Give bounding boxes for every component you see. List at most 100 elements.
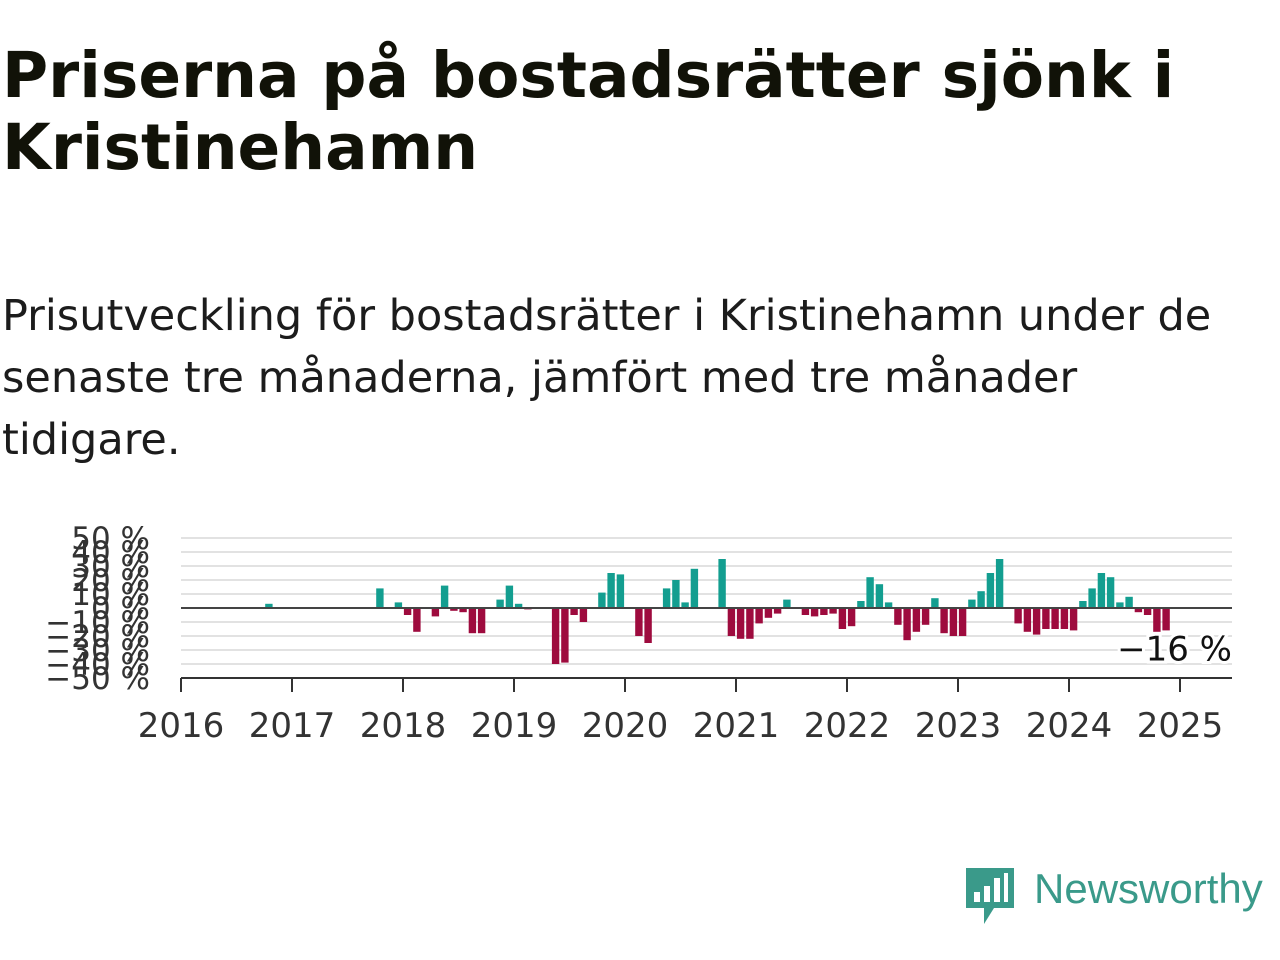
bar xyxy=(986,573,995,608)
bar xyxy=(505,585,514,608)
newsworthy-logo-icon xyxy=(966,868,1014,924)
bar xyxy=(866,577,874,608)
bar xyxy=(1032,608,1041,635)
x-tick-label: 2025 xyxy=(1137,706,1224,740)
bar xyxy=(746,608,754,639)
bar xyxy=(265,603,273,608)
brand-name: Newsworthy xyxy=(1034,865,1263,912)
bar xyxy=(820,608,828,615)
bar xyxy=(450,608,458,611)
last-value-label: −16 % xyxy=(1117,629,1232,669)
bar xyxy=(672,580,680,608)
bar xyxy=(403,608,412,615)
bar xyxy=(801,608,810,615)
x-tick-label: 2019 xyxy=(471,706,558,740)
y-tick-label: −50 % xyxy=(45,661,150,697)
bar xyxy=(598,592,606,608)
bar xyxy=(968,599,976,608)
bar xyxy=(1051,608,1059,629)
y-tick-label: 10 % xyxy=(71,577,150,613)
bar xyxy=(995,559,1004,608)
bar xyxy=(690,568,699,608)
bar xyxy=(468,608,477,634)
bar xyxy=(662,588,671,608)
bar xyxy=(931,598,939,608)
bar xyxy=(561,608,569,663)
bar xyxy=(514,603,523,608)
bar xyxy=(921,608,930,625)
bar xyxy=(579,608,588,622)
y-tick-label: 50 % xyxy=(71,521,150,557)
bar xyxy=(783,599,791,608)
bar xyxy=(459,608,467,613)
bar xyxy=(736,608,745,639)
bar xyxy=(431,608,440,617)
bar xyxy=(773,608,782,614)
bar xyxy=(1143,608,1152,615)
y-tick-label: 30 % xyxy=(71,549,150,585)
bar xyxy=(1023,608,1032,632)
x-tick-label: 2020 xyxy=(582,706,669,740)
bar xyxy=(1153,608,1161,632)
bar xyxy=(764,608,773,618)
y-tick-label: −20 % xyxy=(45,619,150,655)
bar xyxy=(894,608,902,625)
bar xyxy=(718,559,726,608)
bar xyxy=(912,608,921,632)
x-tick-label: 2016 xyxy=(138,706,225,740)
bar xyxy=(1125,596,1133,608)
y-tick-label: −30 % xyxy=(45,633,150,669)
bar xyxy=(1097,573,1106,608)
bar xyxy=(1014,608,1022,624)
bar xyxy=(1116,602,1124,608)
chart-bars xyxy=(265,559,1170,664)
bar xyxy=(496,599,504,608)
bar xyxy=(977,591,985,608)
bar xyxy=(570,608,578,615)
bar xyxy=(755,608,763,624)
bar xyxy=(413,608,421,632)
x-tick-label: 2017 xyxy=(249,706,336,740)
bar xyxy=(635,608,643,636)
chart-axes xyxy=(180,607,1232,692)
bar xyxy=(1106,577,1115,608)
bar xyxy=(949,608,958,636)
bar xyxy=(644,608,652,643)
x-tick-label: 2024 xyxy=(1026,706,1113,740)
brand-logo: Newsworthy xyxy=(964,866,1263,926)
x-tick-label: 2023 xyxy=(915,706,1002,740)
bar xyxy=(1134,608,1143,613)
bar xyxy=(727,608,736,636)
y-tick-label: 20 % xyxy=(71,563,150,599)
y-tick-label: 0 % xyxy=(91,591,150,627)
y-tick-label: −10 % xyxy=(45,605,150,641)
bar xyxy=(875,584,884,608)
bar xyxy=(857,601,865,608)
bar xyxy=(607,573,615,608)
x-tick-label: 2018 xyxy=(360,706,447,740)
bar xyxy=(681,602,689,608)
x-axis-labels: 2016 2017 2018 2019 2020 2021 2022 2023 2024 2025 xyxy=(138,706,1224,740)
y-tick-label: −40 % xyxy=(45,647,150,683)
bar-chart: 50 %40 %30 %20 %10 %0 %−10 %−20 %−30 %−4… xyxy=(45,521,1235,740)
bar xyxy=(847,608,856,627)
bar xyxy=(810,608,819,617)
x-tick-label: 2021 xyxy=(693,706,780,740)
bar xyxy=(838,608,847,629)
bar xyxy=(1162,608,1170,631)
bar xyxy=(903,608,911,641)
bar xyxy=(1088,588,1096,608)
bar xyxy=(477,608,486,634)
bar xyxy=(616,574,625,608)
bar xyxy=(884,602,893,608)
bar xyxy=(551,608,560,664)
x-tick-label: 2022 xyxy=(804,706,891,740)
chart-annotations: −16 % xyxy=(1114,626,1235,672)
bar xyxy=(1060,608,1069,629)
bar xyxy=(394,602,403,608)
bar xyxy=(940,608,948,634)
page-title: Priserna på bostadsrätter sjönk i Kristi… xyxy=(2,39,1175,184)
bar xyxy=(829,608,837,614)
y-tick-label: 40 % xyxy=(71,535,150,571)
bar xyxy=(1042,608,1050,629)
